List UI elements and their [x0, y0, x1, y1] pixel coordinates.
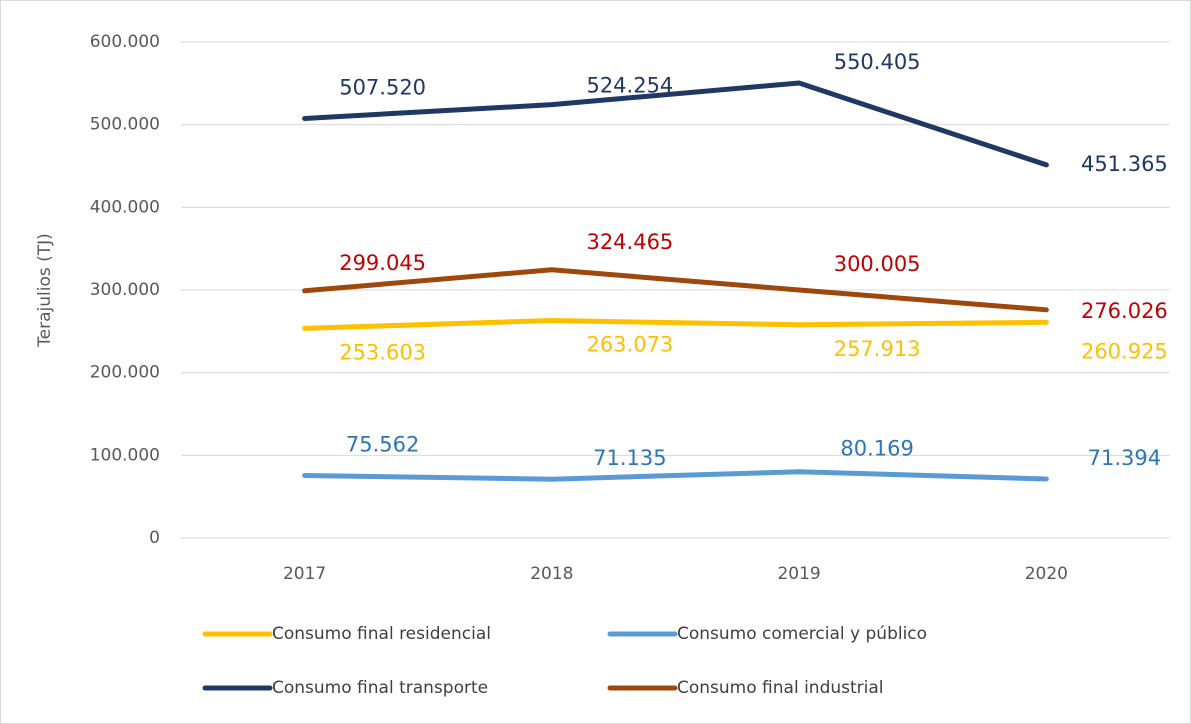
data-label: 260.925 [1081, 339, 1168, 363]
legend-label: Consumo final transporte [272, 678, 488, 698]
y-tick-label: 400.000 [90, 197, 160, 217]
data-label: 253.603 [339, 340, 426, 364]
data-label: 299.045 [339, 251, 426, 275]
data-label: 300.005 [834, 252, 921, 276]
line-series [302, 469, 1049, 482]
data-label: 257.913 [834, 337, 921, 361]
line-series [302, 267, 1049, 313]
y-tick-label: 300.000 [90, 280, 160, 300]
y-tick-label: 0 [149, 528, 160, 548]
x-tick-label: 2018 [530, 564, 573, 584]
y-tick-label: 600.000 [90, 32, 160, 52]
data-label: 451.365 [1081, 152, 1168, 176]
line-series [302, 318, 1049, 331]
y-tick-label: 500.000 [90, 115, 160, 135]
data-label: 71.394 [1088, 446, 1161, 470]
data-label: 263.073 [586, 333, 673, 357]
data-label: 71.135 [593, 446, 666, 470]
legend-label: Consumo final residencial [272, 624, 491, 644]
data-label: 507.520 [339, 75, 426, 99]
data-label: 324.465 [586, 230, 673, 254]
x-tick-label: 2020 [1025, 564, 1068, 584]
legend-label: Consumo comercial y público [677, 624, 927, 644]
data-label: 276.026 [1081, 299, 1168, 323]
legend-label: Consumo final industrial [677, 678, 884, 698]
y-tick-label: 200.000 [90, 363, 160, 383]
y-axis-title: Terajulios (TJ) [35, 233, 55, 348]
data-label: 75.562 [346, 433, 419, 457]
data-label: 524.254 [586, 74, 673, 98]
line-series [302, 80, 1049, 168]
x-tick-label: 2019 [777, 564, 820, 584]
x-tick-label: 2017 [283, 564, 326, 584]
data-label: 550.405 [834, 50, 921, 74]
data-label: 80.169 [840, 437, 913, 461]
y-tick-label: 100.000 [90, 445, 160, 465]
